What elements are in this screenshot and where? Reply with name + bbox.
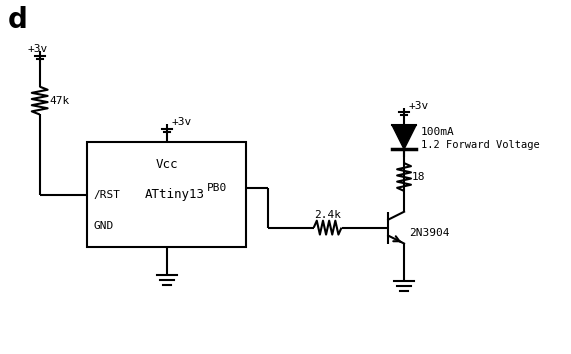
Text: 2N3904: 2N3904 bbox=[409, 228, 449, 238]
Polygon shape bbox=[392, 125, 416, 149]
Text: 18: 18 bbox=[412, 172, 425, 182]
Text: PB0: PB0 bbox=[207, 183, 227, 193]
Text: Vcc: Vcc bbox=[155, 158, 178, 171]
Text: +3v: +3v bbox=[28, 44, 48, 54]
Text: /RST: /RST bbox=[93, 190, 120, 200]
Text: 2.4k: 2.4k bbox=[313, 210, 341, 220]
Text: +3v: +3v bbox=[409, 101, 429, 110]
Text: GND: GND bbox=[93, 221, 114, 231]
Bar bbox=[87, 142, 246, 247]
Text: 100mA: 100mA bbox=[421, 127, 455, 137]
Text: 47k: 47k bbox=[50, 96, 70, 105]
Text: 1.2 Forward Voltage: 1.2 Forward Voltage bbox=[421, 140, 540, 150]
Text: +3v: +3v bbox=[172, 118, 192, 127]
Text: ATtiny13: ATtiny13 bbox=[144, 188, 205, 201]
Text: d: d bbox=[8, 6, 28, 34]
